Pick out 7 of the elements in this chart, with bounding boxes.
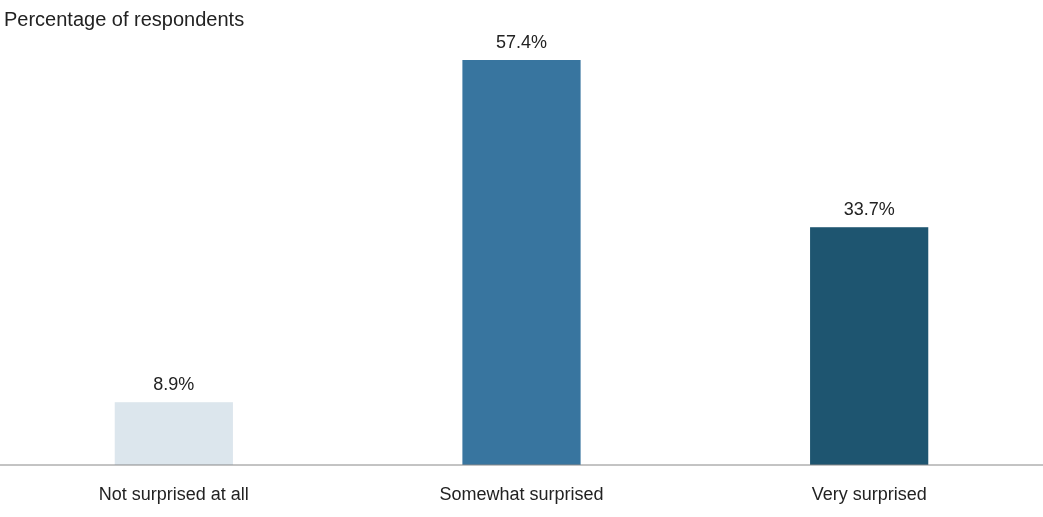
data-label: 8.9%: [153, 374, 195, 395]
data-label: 33.7%: [843, 199, 895, 220]
x-tick-label: Very surprised: [811, 484, 927, 504]
data-label: 57.4%: [495, 32, 548, 52]
x-tick-label: Somewhat surprised: [439, 484, 604, 504]
chart-title: Percentage of respondents: [4, 8, 245, 30]
x-tick-label: Not surprised at all: [98, 484, 249, 504]
